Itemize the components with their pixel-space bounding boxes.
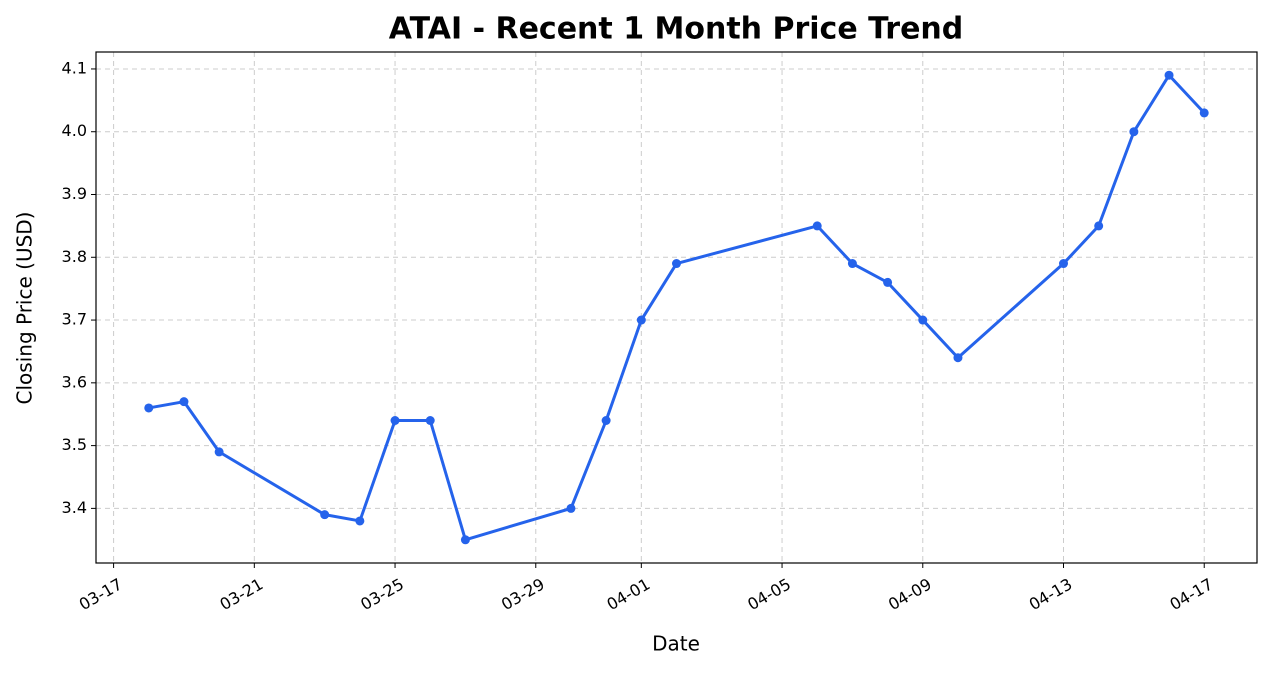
x-tick-label: 04-17: [1166, 574, 1216, 614]
point: [214, 447, 224, 457]
point: [460, 535, 470, 545]
y-tick-label: 3.9: [62, 184, 87, 203]
x-tick-label: 03-21: [217, 574, 267, 614]
point: [355, 516, 365, 526]
point: [320, 510, 330, 520]
point: [1059, 259, 1068, 269]
y-tick-label: 3.5: [62, 435, 87, 454]
point: [390, 415, 400, 425]
x-tick-label: 03-29: [498, 574, 548, 614]
point: [425, 415, 435, 425]
y-tick-label: 3.6: [62, 372, 87, 391]
y-tick-label: 3.8: [62, 247, 87, 266]
price-line: [148, 73, 1206, 542]
point: [566, 503, 576, 513]
plot-frame: [95, 51, 1258, 564]
point: [918, 315, 928, 325]
x-tick-label: 03-25: [357, 574, 407, 614]
x-tick-label: 04-05: [744, 574, 794, 614]
point: [601, 415, 611, 425]
point: [636, 315, 646, 325]
point: [144, 403, 154, 413]
point: [179, 397, 189, 407]
point: [1094, 221, 1104, 231]
point: [1164, 70, 1174, 80]
chart-title: ATAI - Recent 1 Month Price Trend: [389, 12, 964, 47]
point: [883, 277, 893, 287]
point: [953, 353, 963, 363]
point: [1129, 127, 1139, 137]
y-axis-label: Closing Price (USD): [13, 212, 37, 405]
y-tick-label: 3.4: [62, 498, 87, 517]
y-tick-label: 4.0: [62, 121, 87, 140]
point: [672, 259, 681, 269]
y-tick-label: 3.7: [62, 310, 87, 329]
point: [1199, 108, 1209, 118]
y-tick-label: 4.1: [62, 58, 87, 77]
x-tick-label: 03-17: [76, 574, 126, 614]
point: [847, 259, 857, 269]
x-axis-label: Date: [652, 632, 700, 656]
point: [812, 221, 822, 231]
x-tick-label: 04-01: [604, 574, 654, 614]
x-tick-label: 04-13: [1026, 574, 1076, 614]
x-tick-label: 04-09: [885, 574, 935, 614]
